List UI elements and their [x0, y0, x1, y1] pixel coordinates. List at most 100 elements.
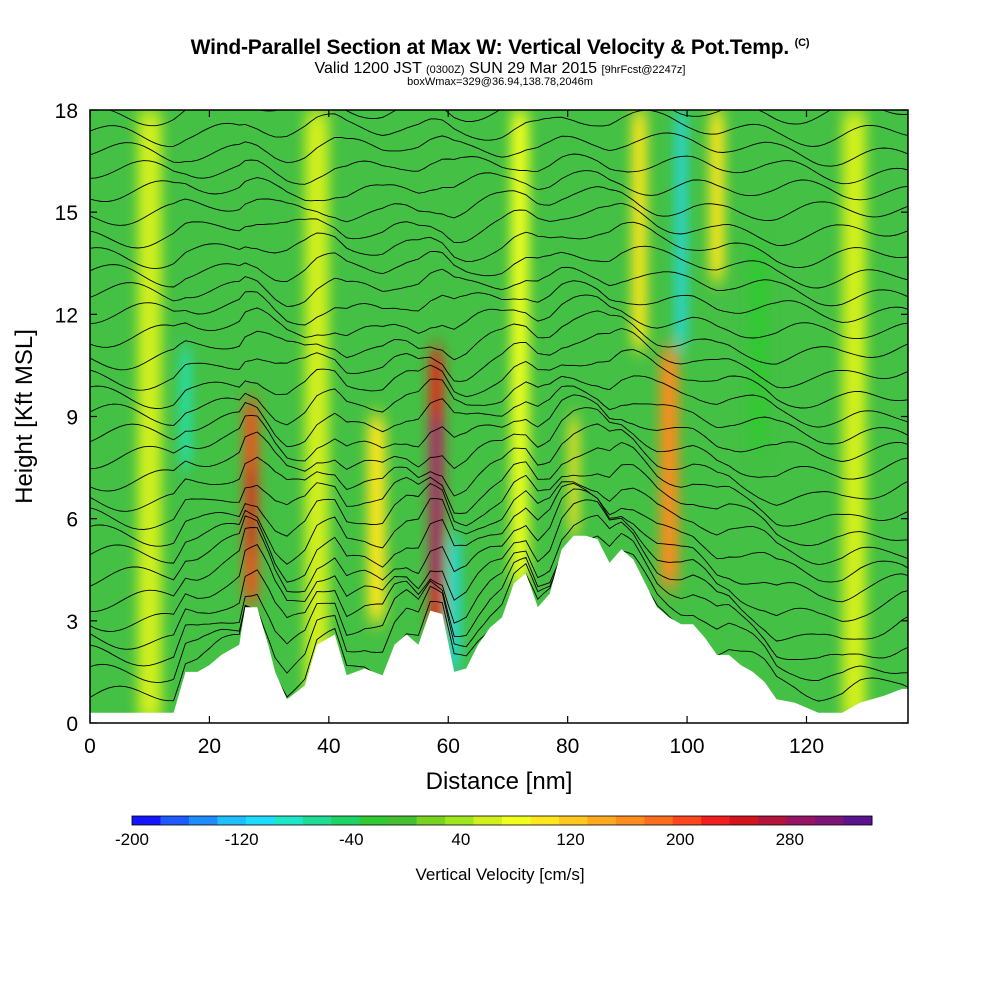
- velocity-column: [510, 110, 529, 587]
- velocity-column: [568, 416, 579, 536]
- colorbar-swatch: [359, 816, 389, 825]
- colorbar: -200 -120 -40 40 120 200 280 Vertical Velocity …: [115, 815, 873, 884]
- colorbar-swatch: [786, 816, 816, 825]
- colorbar-tick-label: 280: [776, 830, 804, 849]
- isentrope-line: [90, 153, 908, 185]
- velocity-column: [247, 467, 255, 553]
- colorbar-swatch: [615, 816, 645, 825]
- isentrope-line: [90, 499, 908, 632]
- x-tick-label: 80: [556, 735, 579, 758]
- chart-subtitle: Valid 1200 JST (0300Z) SUN 29 Mar 2015 […: [0, 60, 1000, 78]
- colorbar-swatch: [729, 816, 759, 825]
- y-axis-title: Height [Kft MSL]: [11, 329, 38, 504]
- isentrope-line: [90, 310, 908, 371]
- isentrope-line: [90, 482, 908, 587]
- colorbar-swatch: [843, 816, 873, 825]
- isentrope-line: [90, 294, 908, 348]
- y-tick-label: 3: [66, 611, 78, 634]
- forecast-info: [9hrFcst@2247z]: [601, 64, 686, 76]
- plot-area: [90, 110, 908, 723]
- velocity-column: [676, 110, 686, 349]
- isentrope-line: [90, 110, 908, 147]
- colorbar-swatch: [217, 816, 247, 825]
- isentrope-line: [90, 463, 908, 547]
- velocity-column: [842, 110, 867, 723]
- isentrope-line: [90, 514, 908, 650]
- colorbar-swatch: [758, 816, 788, 825]
- isentrope-line: [90, 481, 908, 566]
- isentrope-line: [90, 132, 908, 167]
- colorbar-swatch: [445, 816, 475, 825]
- title-text: Wind-Parallel Section at Max W: Vertical…: [190, 36, 790, 59]
- isentrope-line: [90, 280, 908, 326]
- velocity-column: [137, 110, 162, 723]
- colorbar-swatch: [331, 816, 361, 825]
- colorbar-swatch: [672, 816, 702, 825]
- isentropes: [90, 110, 908, 702]
- isentrope-line: [90, 202, 908, 249]
- colorbar-tick-label: -120: [225, 830, 259, 849]
- colorbar-swatch: [132, 816, 161, 825]
- isentrope-line: [90, 385, 908, 448]
- x-tick-label: 120: [789, 735, 824, 758]
- colorbar-tick-label: 40: [451, 830, 470, 849]
- velocity-column: [631, 110, 647, 349]
- velocity-column: [304, 110, 329, 723]
- isentrope-line: [90, 328, 908, 391]
- colorbar-swatch: [815, 816, 845, 825]
- colorbar-tick-label: -200: [115, 830, 149, 849]
- x-tick-label: 20: [198, 735, 221, 758]
- colorbar-swatch: [644, 816, 674, 825]
- isentrope-line: [90, 170, 908, 202]
- isentrope-line: [90, 394, 908, 470]
- isentrope-line: [90, 186, 908, 226]
- isentrope-line: [90, 245, 908, 289]
- isentrope-line: [90, 550, 908, 683]
- y-tick-label: 15: [55, 202, 78, 225]
- isentrope-line: [90, 407, 908, 492]
- axes: 0 20 40 60 80 100 120 0 3 6 9 12 15 18 Distance [nm] He…: [11, 100, 909, 795]
- colorbar-tick-label: 200: [666, 830, 694, 849]
- chart-title: Wind-Parallel Section at Max W: Vertical…: [0, 36, 1000, 60]
- colorbar-swatch: [502, 816, 531, 825]
- velocity-column: [433, 416, 440, 587]
- colorbar-swatch: [302, 816, 332, 825]
- isentrope-line: [90, 221, 908, 270]
- velocity-column: [181, 348, 191, 468]
- colorbar-swatch: [587, 816, 617, 825]
- isentrope-line: [90, 442, 908, 530]
- colorbar-swatch: [160, 816, 190, 825]
- valid-date: SUN 29 Mar 2015: [469, 60, 598, 77]
- plot-clip-group: [90, 110, 908, 723]
- colorbar-frame: [131, 815, 873, 826]
- colorbar-tick-label: -40: [339, 830, 364, 849]
- x-tick-label: 100: [670, 735, 705, 758]
- x-axis-title: Distance [nm]: [426, 768, 573, 795]
- valid-time: Valid 1200 JST: [314, 60, 422, 77]
- isentrope-line: [90, 423, 908, 512]
- x-tick-label: 0: [84, 735, 96, 758]
- y-tick-label: 18: [55, 100, 78, 123]
- colorbar-swatch: [701, 816, 731, 825]
- colorbar-swatch: [274, 816, 304, 825]
- velocity-column: [367, 416, 386, 621]
- terrain: [90, 535, 908, 723]
- velocity-column: [660, 348, 679, 587]
- isentrope-line: [90, 375, 908, 428]
- copyright-mark: (C): [794, 37, 810, 49]
- colorbar-tick-label: 120: [556, 830, 584, 849]
- colorbar-swatch: [388, 816, 418, 825]
- y-tick-label: 6: [66, 509, 78, 532]
- x-tick-label: 40: [317, 735, 340, 758]
- valid-utc: (0300Z): [426, 64, 465, 76]
- y-tick-label: 0: [66, 713, 78, 736]
- isentrope-line: [90, 266, 908, 308]
- colorbar-swatch: [245, 816, 275, 825]
- box-info: boxWmax=329@36.94,138.78,2046m: [407, 76, 593, 88]
- colorbar-swatch: [558, 816, 588, 825]
- colorbar-swatch: [416, 816, 446, 825]
- velocity-column: [709, 110, 725, 281]
- colorbar-swatch: [188, 816, 218, 825]
- colorbar-swatch: [473, 816, 503, 825]
